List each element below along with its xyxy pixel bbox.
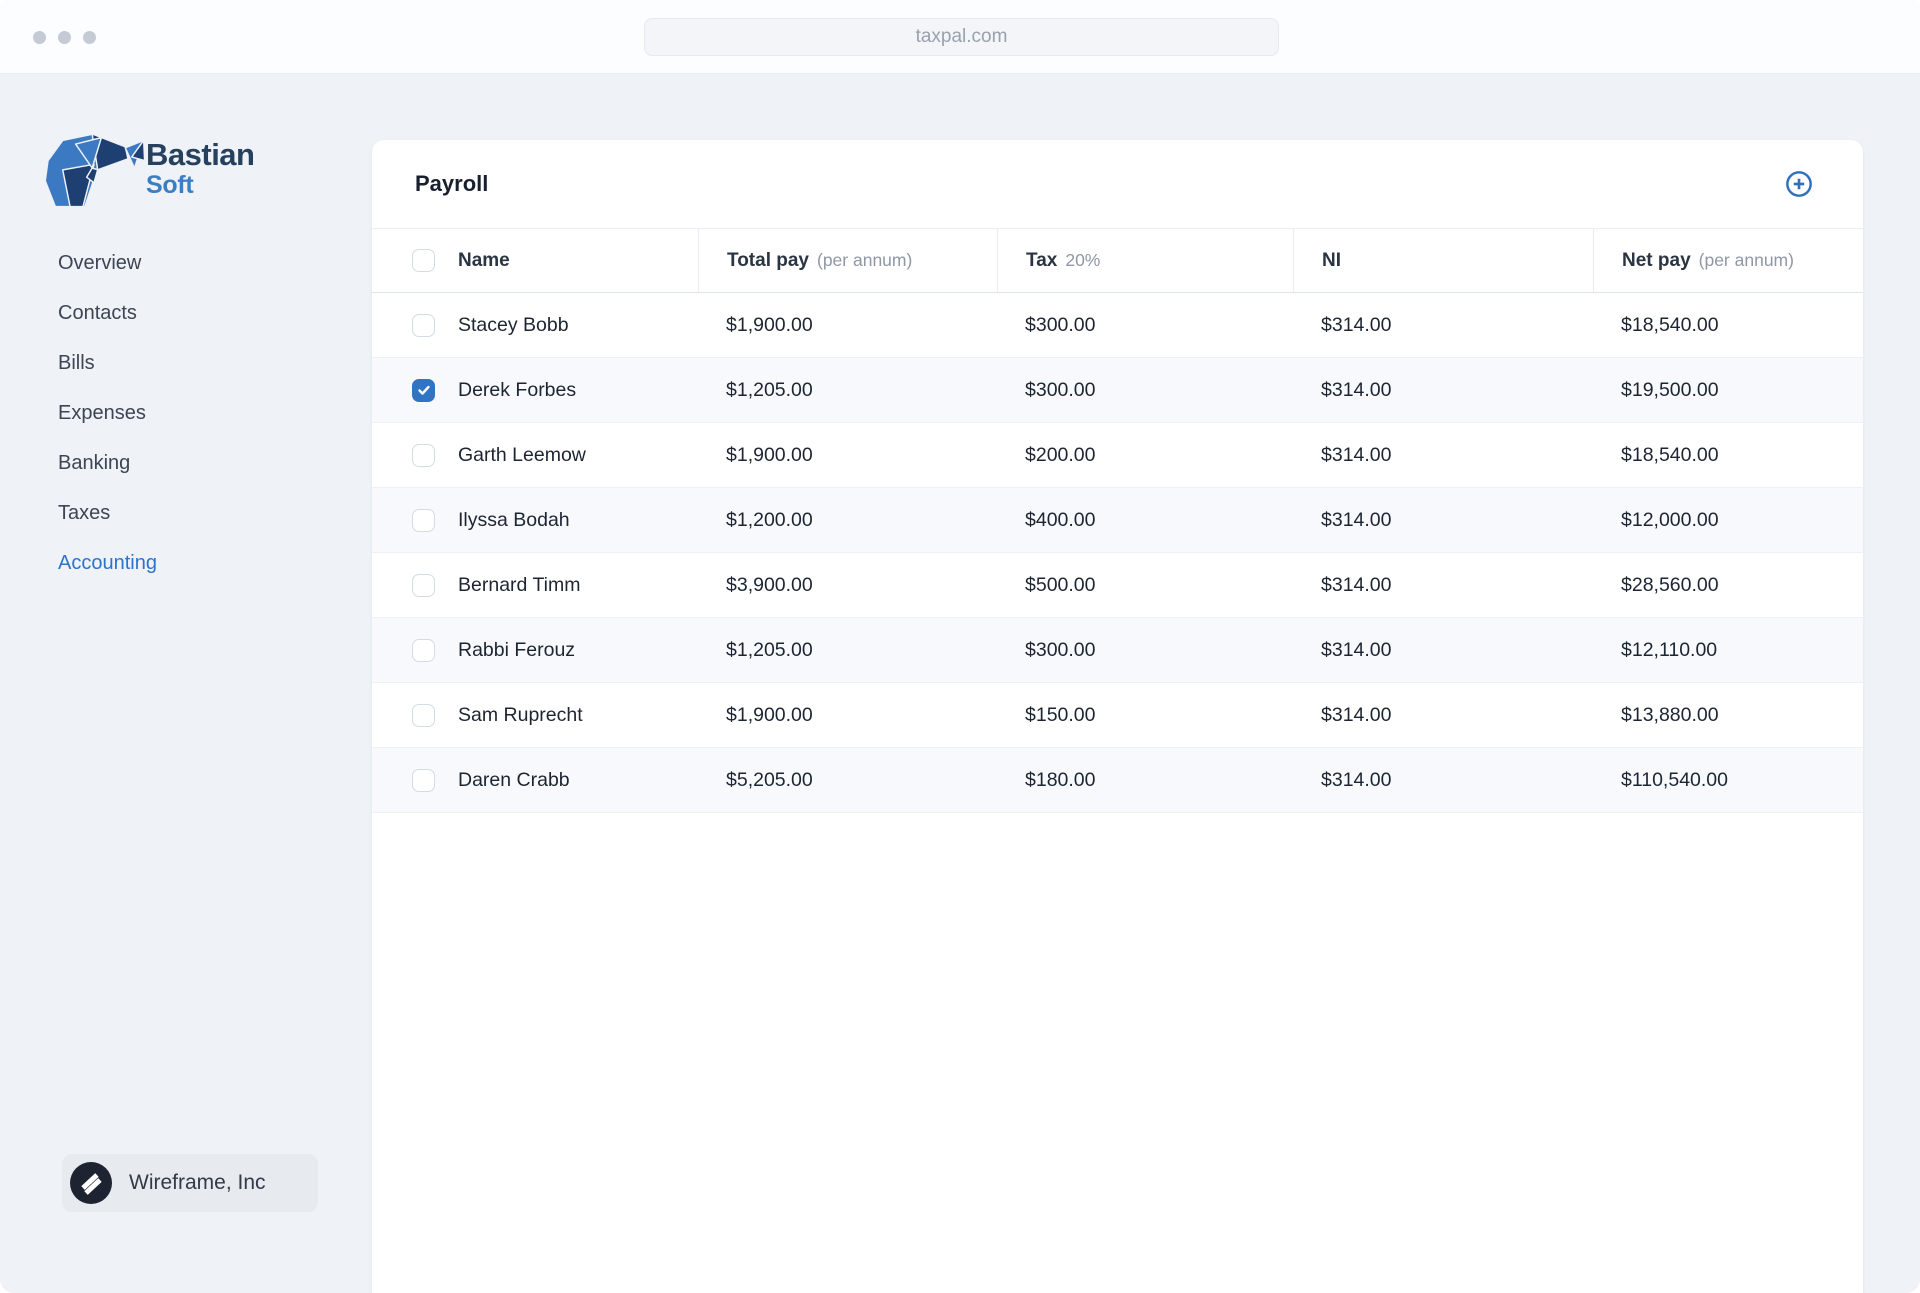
window-dot-icon[interactable] xyxy=(58,31,71,44)
org-name: Wireframe, Inc xyxy=(129,1171,266,1194)
org-switcher[interactable]: Wireframe, Inc xyxy=(62,1154,318,1212)
total-pay-cell: $1,200.00 xyxy=(726,508,813,531)
payroll-card: Payroll Name Total pay (per annum) xyxy=(372,140,1863,1293)
window-dot-icon[interactable] xyxy=(83,31,96,44)
employee-name: Derek Forbes xyxy=(458,378,577,401)
sidebar-item-bills[interactable]: Bills xyxy=(58,351,95,374)
ni-cell: $314.00 xyxy=(1321,443,1392,466)
table-row: Stacey Bobb $1,900.00 $300.00 $314.00 $1… xyxy=(372,293,1863,358)
row-checkbox[interactable] xyxy=(412,573,435,597)
row-checkbox[interactable] xyxy=(412,638,435,662)
net-pay-cell: $12,000.00 xyxy=(1621,508,1719,531)
add-payroll-button[interactable] xyxy=(1785,170,1813,198)
ni-cell: $314.00 xyxy=(1321,638,1392,661)
brand-name-sub: Soft xyxy=(146,170,194,199)
row-checkbox[interactable] xyxy=(412,508,435,532)
ni-cell: $314.00 xyxy=(1321,703,1392,726)
sidebar-nav: Overview Contacts Bills Expenses Banking… xyxy=(58,238,157,588)
table-row: Bernard Timm $3,900.00 $500.00 $314.00 $… xyxy=(372,553,1863,618)
ni-cell: $314.00 xyxy=(1321,573,1392,596)
col-header-tax-sub: 20% xyxy=(1065,250,1101,270)
sidebar-item-banking[interactable]: Banking xyxy=(58,451,131,474)
col-header-total-pay-sub: (per annum) xyxy=(817,250,913,270)
tax-cell: $300.00 xyxy=(1025,378,1096,401)
table-header-row: Name Total pay (per annum) Tax 20% NI Net … xyxy=(372,229,1863,293)
net-pay-cell: $28,560.00 xyxy=(1621,573,1719,596)
col-header-name: Name xyxy=(458,249,510,271)
circle-plus-icon xyxy=(1786,171,1812,197)
employee-name: Bernard Timm xyxy=(458,573,581,596)
total-pay-cell: $5,205.00 xyxy=(726,768,813,791)
total-pay-cell: $3,900.00 xyxy=(726,573,813,596)
employee-name: Daren Crabb xyxy=(458,768,570,791)
brand-name: Bastian xyxy=(146,136,255,172)
total-pay-cell: $1,900.00 xyxy=(726,443,813,466)
row-checkbox[interactable] xyxy=(412,313,435,337)
total-pay-cell: $1,900.00 xyxy=(726,313,813,336)
table-row: Ilyssa Bodah $1,200.00 $400.00 $314.00 $… xyxy=(372,488,1863,553)
net-pay-cell: $12,110.00 xyxy=(1621,638,1718,661)
net-pay-cell: $18,540.00 xyxy=(1621,313,1719,336)
sidebar-item-contacts[interactable]: Contacts xyxy=(58,301,137,324)
row-checkbox[interactable] xyxy=(412,378,435,402)
sidebar-item-overview[interactable]: Overview xyxy=(58,251,142,274)
tax-cell: $300.00 xyxy=(1025,313,1096,336)
browser-bar: taxpal.com xyxy=(0,0,1920,74)
employee-name: Stacey Bobb xyxy=(458,313,569,336)
row-checkbox[interactable] xyxy=(412,768,435,792)
table-row: Daren Crabb $5,205.00 $180.00 $314.00 $1… xyxy=(372,748,1863,813)
col-header-total-pay: Total pay xyxy=(727,249,809,271)
total-pay-cell: $1,205.00 xyxy=(726,378,813,401)
ni-cell: $314.00 xyxy=(1321,313,1392,336)
total-pay-cell: $1,900.00 xyxy=(726,703,813,726)
page-title: Payroll xyxy=(415,171,489,196)
address-bar[interactable]: taxpal.com xyxy=(644,18,1279,56)
col-header-ni: NI xyxy=(1322,249,1341,271)
col-header-net-pay-sub: (per annum) xyxy=(1698,250,1794,270)
brand-logo[interactable]: Bastian Soft xyxy=(38,122,255,214)
table-row: Rabbi Ferouz $1,205.00 $300.00 $314.00 $… xyxy=(372,618,1863,683)
tax-cell: $150.00 xyxy=(1025,703,1096,726)
address-bar-url: taxpal.com xyxy=(915,26,1008,47)
sidebar-item-taxes[interactable]: Taxes xyxy=(58,501,111,524)
elephant-logo-icon xyxy=(44,133,146,208)
tax-cell: $500.00 xyxy=(1025,573,1096,596)
tax-cell: $200.00 xyxy=(1025,443,1096,466)
table-row: Derek Forbes $1,205.00 $300.00 $314.00 $… xyxy=(372,358,1863,423)
ni-cell: $314.00 xyxy=(1321,768,1392,791)
col-header-net-pay: Net pay xyxy=(1622,249,1691,271)
ni-cell: $314.00 xyxy=(1321,508,1392,531)
page-body: Bastian Soft Overview Contacts Bills Exp… xyxy=(0,74,1920,1293)
window-controls xyxy=(33,31,96,44)
net-pay-cell: $18,540.00 xyxy=(1621,443,1719,466)
window-dot-icon[interactable] xyxy=(33,31,46,44)
table-row: Garth Leemow $1,900.00 $200.00 $314.00 $… xyxy=(372,423,1863,488)
net-pay-cell: $110,540.00 xyxy=(1621,768,1728,791)
employee-name: Ilyssa Bodah xyxy=(458,508,570,531)
total-pay-cell: $1,205.00 xyxy=(726,638,813,661)
tax-cell: $180.00 xyxy=(1025,768,1096,791)
employee-name: Sam Ruprecht xyxy=(458,703,583,726)
net-pay-cell: $13,880.00 xyxy=(1621,703,1719,726)
row-checkbox[interactable] xyxy=(412,443,435,467)
sidebar-item-expenses[interactable]: Expenses xyxy=(58,401,146,424)
tax-cell: $400.00 xyxy=(1025,508,1096,531)
col-header-tax: Tax xyxy=(1026,249,1058,271)
employee-name: Garth Leemow xyxy=(458,443,586,466)
row-checkbox[interactable] xyxy=(412,703,435,727)
table-row: Sam Ruprecht $1,900.00 $150.00 $314.00 $… xyxy=(372,683,1863,748)
ni-cell: $314.00 xyxy=(1321,378,1392,401)
select-all-checkbox[interactable] xyxy=(412,249,435,272)
sidebar-item-accounting[interactable]: Accounting xyxy=(58,551,157,574)
double-slash-icon xyxy=(70,1162,112,1204)
tax-cell: $300.00 xyxy=(1025,638,1096,661)
net-pay-cell: $19,500.00 xyxy=(1621,378,1719,401)
employee-name: Rabbi Ferouz xyxy=(458,638,576,661)
